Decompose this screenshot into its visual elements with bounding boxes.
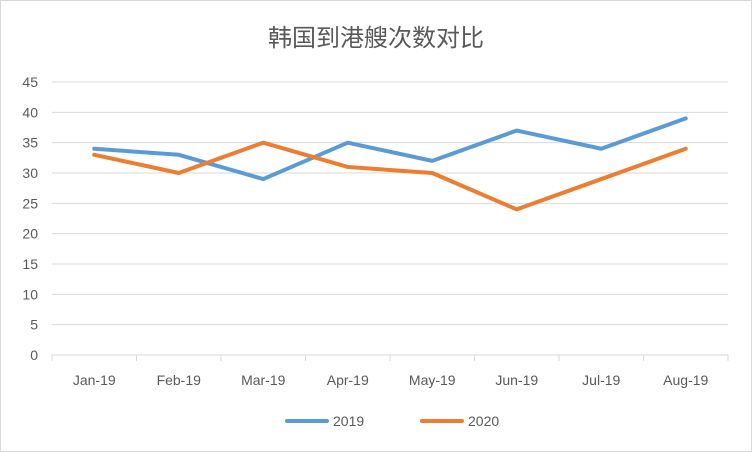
series-line-2019 bbox=[92, 116, 688, 182]
x-tick-label: Apr-19 bbox=[327, 372, 369, 388]
x-tick-label: Jun-19 bbox=[495, 372, 538, 388]
x-tick-label: Feb-19 bbox=[157, 372, 202, 388]
y-tick-label: 0 bbox=[30, 347, 38, 363]
chart-title: 韩国到港艘次数对比 bbox=[268, 24, 484, 52]
y-tick-label: 5 bbox=[30, 317, 38, 333]
y-tick-label: 10 bbox=[22, 286, 38, 302]
x-tick-label: Mar-19 bbox=[241, 372, 286, 388]
x-tick-label: Jan-19 bbox=[73, 372, 116, 388]
y-tick-label: 20 bbox=[22, 226, 38, 242]
x-tick-label: Aug-19 bbox=[663, 372, 708, 388]
y-tick-label: 40 bbox=[22, 104, 38, 120]
legend-label-2020: 2020 bbox=[468, 413, 499, 429]
series-line-2020 bbox=[92, 140, 688, 212]
y-tick-label: 25 bbox=[22, 195, 38, 211]
y-tick-label: 45 bbox=[22, 74, 38, 90]
x-tick-label: May-19 bbox=[409, 372, 456, 388]
y-tick-label: 30 bbox=[22, 165, 38, 181]
y-tick-label: 15 bbox=[22, 256, 38, 272]
x-tick-label: Jul-19 bbox=[582, 372, 620, 388]
y-tick-label: 35 bbox=[22, 135, 38, 151]
legend-label-2019: 2019 bbox=[333, 413, 364, 429]
